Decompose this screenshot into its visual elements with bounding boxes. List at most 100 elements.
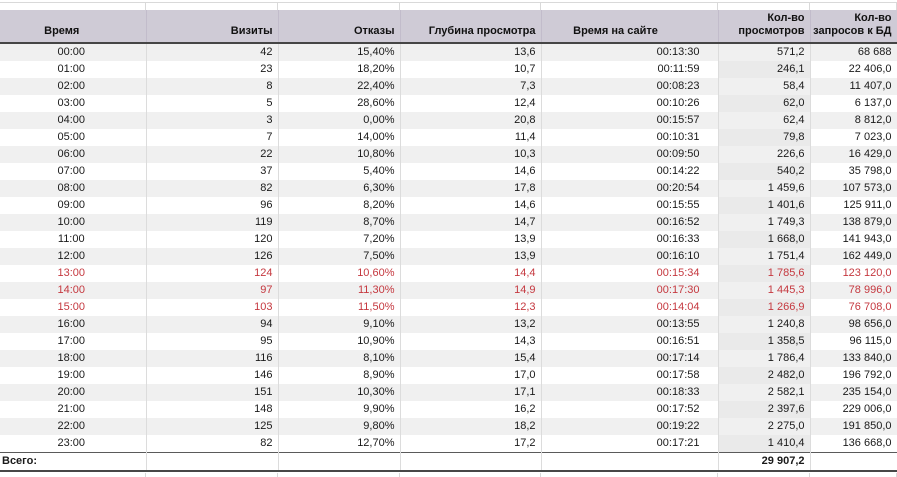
cell-bounces[interactable]: 22,40% xyxy=(278,78,401,95)
cell-time[interactable]: 19:00 xyxy=(0,367,147,384)
cell-db-requests[interactable]: 229 006,0 xyxy=(810,401,897,418)
cell-views[interactable]: 1 410,4 xyxy=(718,435,811,453)
cell-bounces[interactable]: 8,70% xyxy=(278,214,401,231)
cell-time-on-site[interactable]: 00:13:55 xyxy=(541,316,719,333)
cell-time-on-site[interactable]: 00:14:04 xyxy=(541,299,719,316)
cell-time[interactable]: 01:00 xyxy=(0,61,147,78)
cell-visits[interactable]: 23 xyxy=(146,61,279,78)
cell-visits[interactable]: 119 xyxy=(146,214,279,231)
cell-bounces[interactable]: 8,90% xyxy=(278,367,401,384)
cell-db-requests[interactable]: 98 656,0 xyxy=(810,316,897,333)
cell-visits[interactable]: 103 xyxy=(146,299,279,316)
cell-visits[interactable]: 97 xyxy=(146,282,279,299)
cell-db-requests[interactable]: 136 668,0 xyxy=(810,435,897,453)
cell-time[interactable]: 04:00 xyxy=(0,112,147,129)
cell-db-requests[interactable]: 191 850,0 xyxy=(810,418,897,435)
cell-visits[interactable]: 37 xyxy=(146,163,279,180)
cell-depth[interactable]: 10,3 xyxy=(400,146,542,163)
cell-bounces[interactable]: 5,40% xyxy=(278,163,401,180)
cell-depth[interactable]: 12,3 xyxy=(400,299,542,316)
cell-visits[interactable]: 8 xyxy=(146,78,279,95)
column-header-bounces[interactable]: Отказы xyxy=(278,10,401,44)
cell-time[interactable]: 09:00 xyxy=(0,197,147,214)
cell-views[interactable]: 1 401,6 xyxy=(718,197,811,214)
cell-visits[interactable]: 82 xyxy=(146,180,279,197)
cell-time[interactable]: 08:00 xyxy=(0,180,147,197)
cell-time-on-site[interactable]: 00:17:58 xyxy=(541,367,719,384)
cell-time[interactable]: 10:00 xyxy=(0,214,147,231)
cell-depth[interactable]: 14,9 xyxy=(400,282,542,299)
cell-bounces[interactable]: 10,60% xyxy=(278,265,401,282)
cell-db-requests[interactable]: 22 406,0 xyxy=(810,61,897,78)
cell-time-on-site[interactable]: 00:16:52 xyxy=(541,214,719,231)
cell-time[interactable]: 03:00 xyxy=(0,95,147,112)
cell-visits[interactable]: 124 xyxy=(146,265,279,282)
cell-views[interactable]: 62,4 xyxy=(718,112,811,129)
cell-views[interactable]: 58,4 xyxy=(718,78,811,95)
cell-depth[interactable]: 13,9 xyxy=(400,231,542,248)
cell-db-requests[interactable]: 6 137,0 xyxy=(810,95,897,112)
cell-empty[interactable] xyxy=(278,452,401,472)
cell-views[interactable]: 1 445,3 xyxy=(718,282,811,299)
cell-depth[interactable]: 13,6 xyxy=(400,43,542,61)
cell-visits[interactable]: 125 xyxy=(146,418,279,435)
cell-empty[interactable] xyxy=(541,452,719,472)
cell-time-on-site[interactable]: 00:11:59 xyxy=(541,61,719,78)
cell-time-on-site[interactable]: 00:14:22 xyxy=(541,163,719,180)
cell-visits[interactable]: 5 xyxy=(146,95,279,112)
cell-db-requests[interactable]: 107 573,0 xyxy=(810,180,897,197)
cell-db-requests[interactable]: 235 154,0 xyxy=(810,384,897,401)
cell-bounces[interactable]: 28,60% xyxy=(278,95,401,112)
column-header-time-on-site[interactable]: Время на сайте xyxy=(541,10,719,44)
cell-bounces[interactable]: 10,30% xyxy=(278,384,401,401)
column-header-views[interactable]: Кол-во просмотров xyxy=(718,10,811,44)
cell-depth[interactable]: 12,4 xyxy=(400,95,542,112)
cell-empty[interactable] xyxy=(810,452,897,472)
cell-depth[interactable]: 17,1 xyxy=(400,384,542,401)
cell-time[interactable]: 12:00 xyxy=(0,248,147,265)
cell-db-requests[interactable]: 35 798,0 xyxy=(810,163,897,180)
cell-time-on-site[interactable]: 00:17:52 xyxy=(541,401,719,418)
cell-depth[interactable]: 18,2 xyxy=(400,418,542,435)
cell-visits[interactable]: 120 xyxy=(146,231,279,248)
cell-time-on-site[interactable]: 00:09:50 xyxy=(541,146,719,163)
cell-depth[interactable]: 13,2 xyxy=(400,316,542,333)
cell-time[interactable]: 20:00 xyxy=(0,384,147,401)
cell-visits[interactable]: 42 xyxy=(146,43,279,61)
cell-time-on-site[interactable]: 00:15:55 xyxy=(541,197,719,214)
cell-db-requests[interactable]: 162 449,0 xyxy=(810,248,897,265)
cell-depth[interactable]: 14,7 xyxy=(400,214,542,231)
cell-depth[interactable]: 14,6 xyxy=(400,163,542,180)
cell-views[interactable]: 1 266,9 xyxy=(718,299,811,316)
cell-db-requests[interactable]: 196 792,0 xyxy=(810,367,897,384)
cell-bounces[interactable]: 8,10% xyxy=(278,350,401,367)
cell-bounces[interactable]: 12,70% xyxy=(278,435,401,453)
cell-views[interactable]: 246,1 xyxy=(718,61,811,78)
cell-time-on-site[interactable]: 00:17:21 xyxy=(541,435,719,453)
cell-db-requests[interactable]: 138 879,0 xyxy=(810,214,897,231)
cell-db-requests[interactable]: 11 407,0 xyxy=(810,78,897,95)
cell-visits[interactable]: 95 xyxy=(146,333,279,350)
cell-bounces[interactable]: 9,80% xyxy=(278,418,401,435)
cell-time-on-site[interactable]: 00:17:14 xyxy=(541,350,719,367)
cell-db-requests[interactable]: 16 429,0 xyxy=(810,146,897,163)
cell-bounces[interactable]: 10,80% xyxy=(278,146,401,163)
cell-depth[interactable]: 17,8 xyxy=(400,180,542,197)
column-header-time[interactable]: Время xyxy=(0,10,147,44)
cell-time-on-site[interactable]: 00:20:54 xyxy=(541,180,719,197)
cell-bounces[interactable]: 7,20% xyxy=(278,231,401,248)
cell-depth[interactable]: 14,4 xyxy=(400,265,542,282)
cell-time-on-site[interactable]: 00:17:30 xyxy=(541,282,719,299)
cell-time-on-site[interactable]: 00:13:30 xyxy=(541,43,719,61)
cell-bounces[interactable]: 11,30% xyxy=(278,282,401,299)
cell-empty[interactable] xyxy=(146,452,279,472)
cell-time[interactable]: 16:00 xyxy=(0,316,147,333)
cell-views[interactable]: 1 751,4 xyxy=(718,248,811,265)
cell-views[interactable]: 1 749,3 xyxy=(718,214,811,231)
cell-views[interactable]: 1 785,6 xyxy=(718,265,811,282)
cell-depth[interactable]: 14,3 xyxy=(400,333,542,350)
cell-depth[interactable]: 17,2 xyxy=(400,435,542,453)
cell-views[interactable]: 2 482,0 xyxy=(718,367,811,384)
cell-depth[interactable]: 10,7 xyxy=(400,61,542,78)
cell-visits[interactable]: 146 xyxy=(146,367,279,384)
